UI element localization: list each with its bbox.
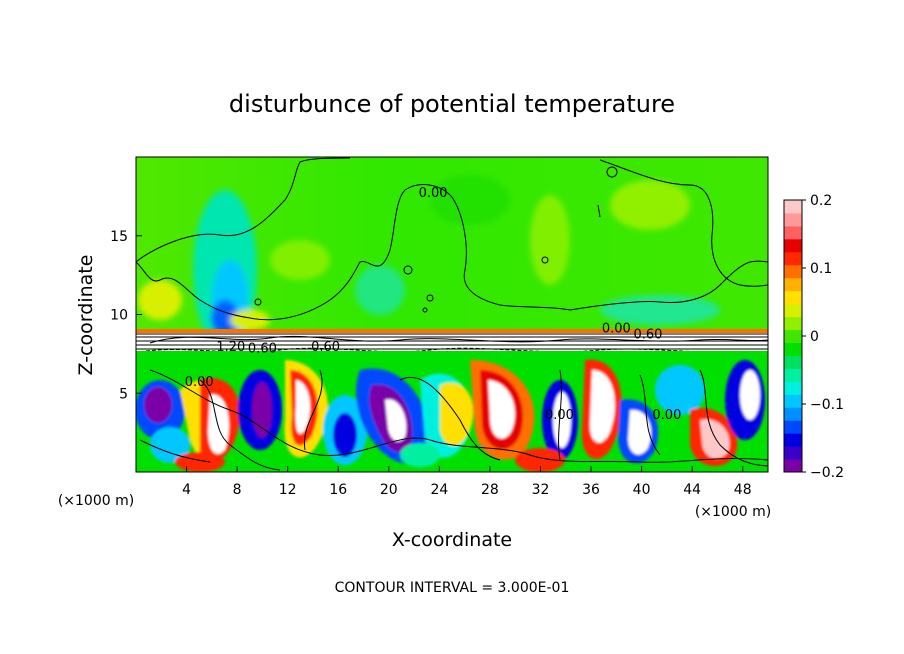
colorbar: 0.2 0.1 0 −0.1 −0.2 <box>783 193 844 481</box>
x-tick-label-3: 16 <box>329 482 347 498</box>
upper-layer-structure <box>138 175 720 350</box>
contour-label-4: 0.60 <box>248 342 277 357</box>
plot-area: 0.000.00 0.601.20 0.60 0.600.000.00 0.00 <box>136 157 768 472</box>
x-tick-label-6: 28 <box>481 482 499 498</box>
colorbar-swatch-8 <box>784 355 802 369</box>
x-unit-label: (×1000 m) <box>58 493 134 509</box>
x-tick-label-7: 32 <box>532 482 550 498</box>
colorbar-swatch-15 <box>784 264 802 279</box>
lower-layer-eddies <box>136 359 765 472</box>
contour-lines <box>136 157 768 471</box>
x-axis: 4 8 12 16 20 24 28 32 36 40 44 48 <box>182 466 752 498</box>
contour-label-8: 0.00 <box>652 408 681 423</box>
x-axis-label: X-coordinate <box>392 529 512 551</box>
colorbar-swatch-19 <box>784 212 802 227</box>
y-tick-label-0: 5 <box>119 386 128 402</box>
contour-label-group: 0.000.00 0.601.20 0.60 0.600.000.00 0.00 <box>185 186 682 423</box>
x-tick-label-4: 20 <box>380 482 398 498</box>
colorbar-swatch-13 <box>784 290 802 305</box>
contour-label-0: 0.00 <box>419 186 448 201</box>
colorbar-swatch-5 <box>784 394 802 408</box>
inversion-band <box>136 329 768 333</box>
colorbar-tick-label-0: 0.2 <box>810 193 832 209</box>
x-tick-label-2: 12 <box>279 482 297 498</box>
contour-label-5: 0.60 <box>311 340 340 355</box>
colorbar-tick-label-4: −0.2 <box>810 465 844 481</box>
colorbar-swatch-16 <box>784 251 802 266</box>
y-axis-label: Z-coordinate <box>75 255 97 376</box>
colorbar-swatch-6 <box>784 381 802 395</box>
y-tick-label-1: 10 <box>110 308 128 324</box>
colorbar-tick-label-1: 0.1 <box>810 261 832 277</box>
contour-label-2: 0.60 <box>633 328 662 343</box>
colorbar-swatch-9 <box>784 342 802 356</box>
chart-title: disturbunce of potential temperature <box>229 90 675 118</box>
colorbar-swatch-14 <box>784 277 802 292</box>
colorbar-swatch-3 <box>784 420 802 434</box>
contour-interval-note: CONTOUR INTERVAL = 3.000E-01 <box>335 580 570 596</box>
contour-label-1: 0.00 <box>602 321 631 336</box>
contour-label-3: 1.20 <box>216 340 245 355</box>
x-tick-label-0: 4 <box>182 482 191 498</box>
colorbar-tick-label-3: −0.1 <box>810 397 844 413</box>
colorbar-swatch-7 <box>784 368 802 382</box>
colorbar-swatch-12 <box>784 303 802 318</box>
colorbar-swatch-4 <box>784 407 802 421</box>
colorbar-tick-label-2: 0 <box>810 329 819 345</box>
colorbar-swatch-11 <box>784 316 802 331</box>
x-tick-label-1: 8 <box>233 482 242 498</box>
colorbar-swatch-10 <box>784 329 802 343</box>
colorbar-swatch-20 <box>784 200 802 214</box>
colorbar-swatch-17 <box>784 238 802 253</box>
x-unit-label-right: (×1000 m) <box>695 504 771 520</box>
x-tick-label-9: 40 <box>633 482 651 498</box>
contour-label-7: 0.00 <box>545 408 574 423</box>
x-tick-label-8: 36 <box>582 482 600 498</box>
inversion-contours <box>136 333 768 354</box>
x-tick-label-10: 44 <box>683 482 701 498</box>
y-axis: 5 10 15 <box>110 229 142 402</box>
y-tick-label-2: 15 <box>110 229 128 245</box>
x-tick-label-5: 24 <box>430 482 448 498</box>
x-tick-label-11: 48 <box>734 482 752 498</box>
contour-label-6: 0.00 <box>185 375 214 390</box>
colorbar-swatch-0 <box>784 459 802 473</box>
colorbar-swatch-18 <box>784 225 802 240</box>
colorbar-swatch-1 <box>784 446 802 460</box>
colorbar-swatch-2 <box>784 433 802 447</box>
